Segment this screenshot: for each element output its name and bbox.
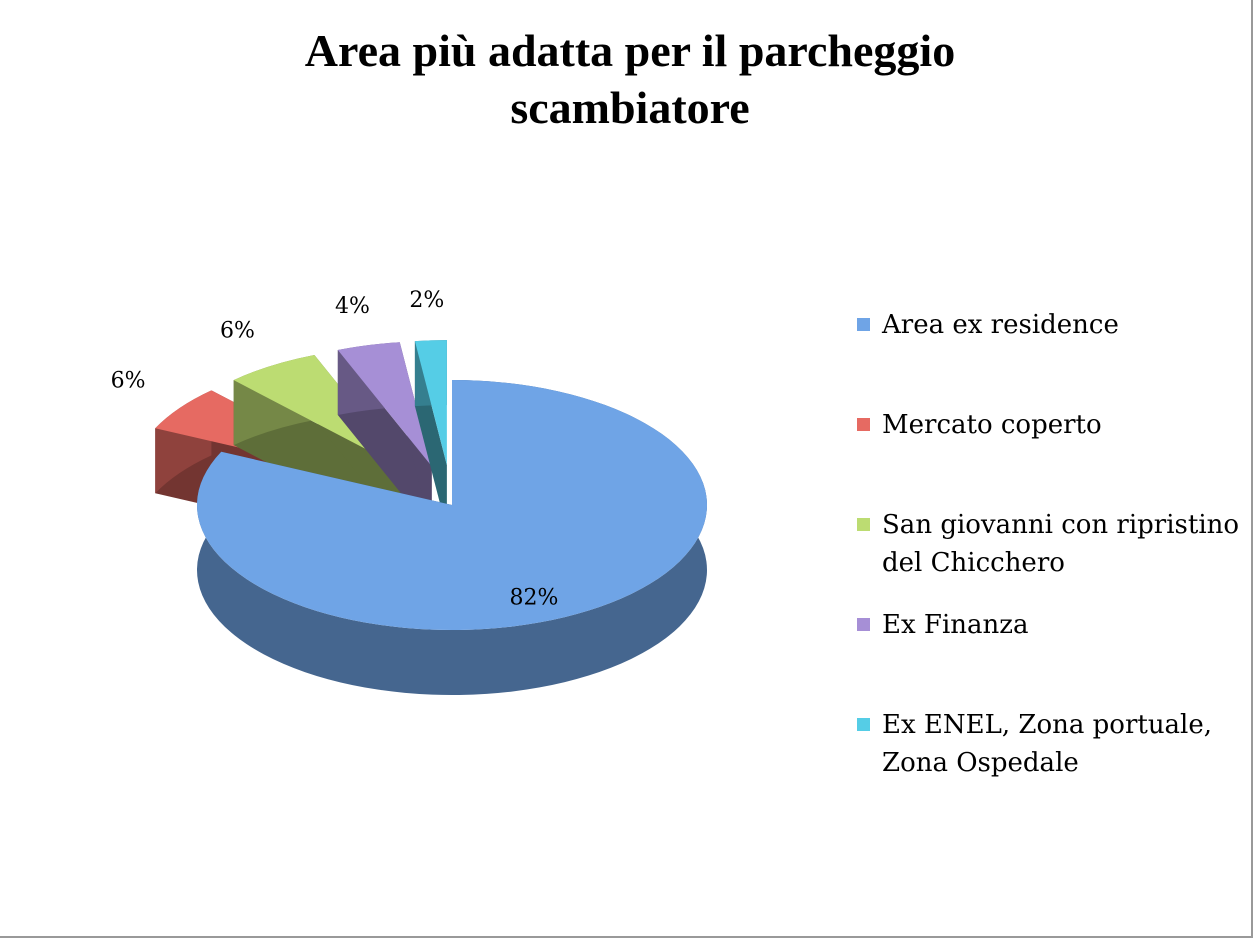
- legend-label: Mercato coperto: [882, 410, 1102, 440]
- slice: [197, 380, 708, 630]
- legend-swatch: [857, 718, 870, 731]
- legend-item: San giovanni con ripristino del Chiccher…: [857, 506, 1251, 582]
- legend-item: Ex Finanza: [857, 606, 1251, 644]
- legend-item: Area ex residence: [857, 306, 1251, 344]
- legend-swatch: [857, 318, 870, 331]
- legend-label: Ex Finanza: [882, 610, 1029, 640]
- legend-label: San giovanni con ripristino del Chiccher…: [882, 510, 1240, 578]
- data-label: 6%: [111, 369, 146, 394]
- slice: [414, 340, 447, 466]
- data-label: 4%: [335, 294, 370, 319]
- legend-swatch: [857, 618, 870, 631]
- legend-item: Ex ENEL, Zona portuale, Zona Ospedale: [857, 706, 1251, 782]
- data-label: 6%: [220, 318, 255, 343]
- data-label: 82%: [510, 585, 559, 610]
- legend-label: Area ex residence: [882, 310, 1119, 340]
- legend-label: Ex ENEL, Zona portuale, Zona Ospedale: [882, 710, 1213, 778]
- legend-item: Mercato coperto: [857, 406, 1251, 444]
- data-label: 2%: [409, 288, 444, 313]
- legend-swatch: [857, 418, 870, 431]
- legend-swatch: [857, 518, 870, 531]
- slice: [337, 342, 432, 467]
- chart-title: Area più adatta per il parcheggio scambi…: [304, 25, 956, 133]
